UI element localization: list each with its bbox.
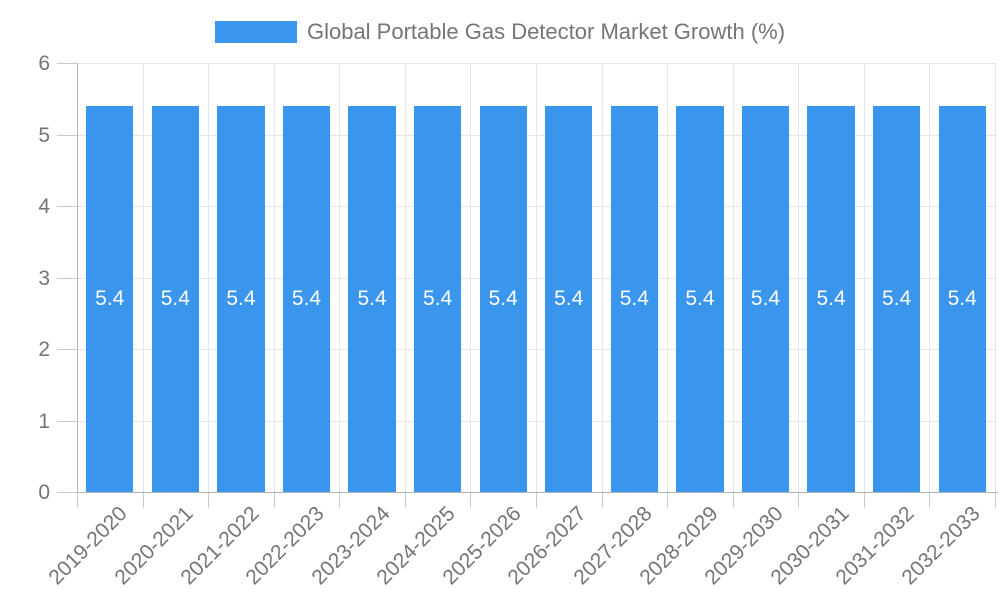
bar-value-label: 5.4 — [554, 286, 584, 310]
y-tick — [57, 420, 77, 422]
bar: 5.4 — [807, 105, 855, 492]
x-tick — [798, 493, 800, 508]
bar-value-label: 5.4 — [357, 286, 387, 310]
bar: 5.4 — [676, 105, 724, 492]
x-tick — [77, 493, 78, 508]
legend-label: Global Portable Gas Detector Market Grow… — [306, 19, 786, 44]
gridline-vertical — [667, 63, 669, 492]
plot-area: 5.4 5.4 5.4 5.4 5.4 5.4 5.4 5.4 5.4 5.4 5.4 5.4 5.4 5… — [77, 63, 996, 492]
bar: 5.4 — [610, 105, 658, 492]
bar-value-label: 5.4 — [488, 286, 518, 310]
gridline-vertical — [536, 63, 537, 492]
bar-value-label: 5.4 — [423, 286, 453, 310]
bar-value-label: 5.4 — [95, 286, 125, 310]
bar-value-label: 5.4 — [882, 286, 912, 310]
bar-value-label: 5.4 — [291, 286, 322, 310]
y-axis-line — [77, 63, 78, 492]
bar: 5.4 — [217, 105, 265, 492]
bar: 5.4 — [545, 105, 593, 492]
y-tick-label: 2 — [38, 338, 50, 361]
chart-legend[interactable]: Global Portable Gas Detector Market Grow… — [0, 19, 1000, 44]
bar: 5.4 — [414, 105, 462, 492]
gridline-vertical — [142, 63, 144, 492]
bar: 5.4 — [873, 105, 921, 492]
x-tick — [732, 493, 734, 508]
x-tick — [929, 493, 931, 508]
y-tick-label: 3 — [38, 266, 50, 290]
bar: 5.4 — [151, 105, 199, 492]
x-tick — [273, 493, 275, 508]
gridline-vertical — [404, 63, 406, 492]
bar: 5.4 — [479, 105, 527, 492]
y-tick — [57, 349, 77, 350]
gridline-vertical — [339, 63, 341, 492]
y-tick-label: 5 — [38, 123, 50, 147]
bar-value-label: 5.4 — [226, 286, 256, 310]
bar-value-label: 5.4 — [947, 286, 977, 310]
x-tick — [142, 493, 144, 508]
y-tick — [57, 492, 77, 493]
x-tick — [995, 493, 996, 508]
x-tick — [339, 493, 341, 508]
x-tick — [470, 493, 472, 508]
x-tick — [536, 493, 537, 508]
gridline-vertical — [732, 63, 734, 492]
gridline-vertical — [470, 63, 472, 492]
bar: 5.4 — [938, 105, 986, 492]
bar-value-label: 5.4 — [750, 286, 781, 310]
legend-swatch-icon — [214, 21, 297, 43]
bar-value-label: 5.4 — [619, 286, 649, 310]
x-tick — [667, 493, 669, 508]
bar: 5.4 — [86, 105, 134, 492]
gridline-vertical — [273, 63, 275, 492]
y-tick-label: 1 — [38, 409, 50, 433]
y-tick-label: 0 — [38, 481, 50, 504]
gridline-vertical — [929, 63, 931, 492]
bar: 5.4 — [282, 105, 331, 492]
x-tick — [863, 493, 865, 508]
gridline-vertical — [995, 63, 996, 492]
gridline-vertical — [601, 63, 603, 492]
gridline-vertical — [208, 63, 210, 492]
y-tick — [57, 134, 77, 136]
bar-value-label: 5.4 — [685, 286, 715, 310]
x-tick — [208, 493, 210, 508]
y-tick-label: 4 — [38, 195, 50, 218]
gridline-vertical — [798, 63, 800, 492]
y-tick — [57, 277, 77, 279]
x-tick — [601, 493, 603, 508]
x-tick — [404, 493, 406, 508]
y-tick — [57, 63, 77, 64]
bar: 5.4 — [741, 105, 790, 492]
y-tick — [57, 206, 77, 207]
bar: 5.4 — [348, 105, 396, 492]
y-tick-label: 6 — [38, 52, 50, 75]
bar-value-label: 5.4 — [816, 286, 846, 310]
x-axis-line — [77, 492, 998, 493]
bar-value-label: 5.4 — [160, 286, 190, 310]
gridline-vertical — [863, 63, 865, 492]
